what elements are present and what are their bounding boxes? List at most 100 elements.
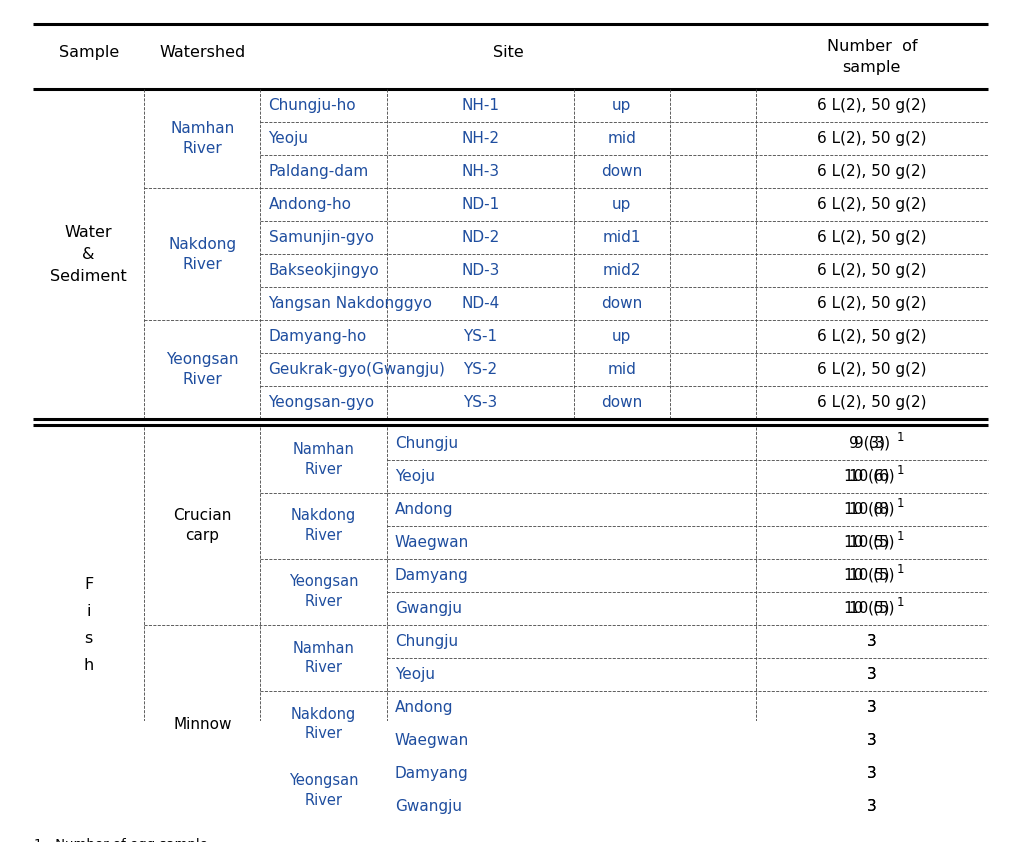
Text: Nakdong
River: Nakdong River (291, 706, 357, 742)
Text: Yeongsan
River: Yeongsan River (289, 574, 359, 610)
Text: Chungju-ho: Chungju-ho (268, 98, 357, 113)
Text: 10 (5): 10 (5) (849, 568, 894, 583)
Text: Number  of
sample: Number of sample (826, 39, 917, 75)
Text: NH-3: NH-3 (461, 164, 499, 179)
Text: 3: 3 (867, 733, 877, 748)
Text: Andong-ho: Andong-ho (268, 197, 352, 212)
Text: up: up (612, 329, 631, 344)
Text: Waegwan: Waegwan (395, 535, 469, 550)
Text: Minnow: Minnow (173, 717, 232, 732)
Text: 10 (8): 10 (8) (849, 502, 894, 517)
Text: 3: 3 (867, 799, 877, 814)
Text: 1: 1 (897, 464, 904, 477)
Text: Water
&
Sediment: Water & Sediment (50, 225, 127, 284)
Text: 6 L(2), 50 g(2): 6 L(2), 50 g(2) (817, 264, 927, 278)
Text: Namhan
River: Namhan River (293, 442, 355, 477)
Text: 6 L(2), 50 g(2): 6 L(2), 50 g(2) (817, 296, 927, 312)
Text: ND-3: ND-3 (461, 264, 500, 278)
Text: 3: 3 (867, 766, 877, 781)
Text: Namhan
River: Namhan River (171, 121, 235, 156)
Text: Namhan
River: Namhan River (293, 641, 355, 675)
Text: 3: 3 (867, 634, 877, 649)
Text: Paldang-dam: Paldang-dam (268, 164, 369, 179)
Text: Yeoju: Yeoju (395, 469, 435, 483)
Text: down: down (601, 396, 642, 410)
Text: Damyang: Damyang (395, 568, 468, 583)
Text: F
i
s
h: F i s h (83, 577, 93, 673)
Text: 10 (5): 10 (5) (844, 568, 889, 583)
Text: mid2: mid2 (602, 264, 641, 278)
Text: 9 (3): 9 (3) (853, 435, 890, 450)
Text: Samunjin-gyo: Samunjin-gyo (268, 230, 374, 245)
Text: 6 L(2), 50 g(2): 6 L(2), 50 g(2) (817, 329, 927, 344)
Text: 6 L(2), 50 g(2): 6 L(2), 50 g(2) (817, 98, 927, 113)
Text: 3: 3 (867, 700, 877, 715)
Text: NH-1: NH-1 (461, 98, 499, 113)
Text: Waegwan: Waegwan (395, 733, 469, 748)
Text: 6 L(2), 50 g(2): 6 L(2), 50 g(2) (817, 131, 927, 146)
Text: Andong: Andong (395, 700, 453, 715)
Text: Gwangju: Gwangju (395, 601, 462, 616)
Text: Chungju: Chungju (395, 634, 458, 649)
Text: Number of egg sample: Number of egg sample (51, 839, 208, 842)
Text: Yangsan Nakdonggyo: Yangsan Nakdonggyo (268, 296, 433, 312)
Text: 10 (5): 10 (5) (849, 535, 894, 550)
Text: 10 (5): 10 (5) (844, 601, 889, 616)
Text: up: up (612, 98, 631, 113)
Text: 3: 3 (867, 634, 877, 649)
Text: 1: 1 (897, 497, 904, 510)
Text: Sample: Sample (59, 45, 119, 60)
Text: ND-1: ND-1 (461, 197, 499, 212)
Text: Yeongsan
River: Yeongsan River (289, 773, 359, 807)
Text: 3: 3 (867, 733, 877, 748)
Text: Nakdong
River: Nakdong River (291, 509, 357, 543)
Text: 3: 3 (867, 667, 877, 682)
Text: 10 (5): 10 (5) (849, 601, 894, 616)
Text: mid: mid (608, 131, 636, 146)
Text: 1: 1 (897, 431, 904, 444)
Text: Geukrak-gyo(Gwangju): Geukrak-gyo(Gwangju) (268, 362, 445, 377)
Text: 1: 1 (34, 839, 42, 842)
Text: 10 (8): 10 (8) (844, 502, 889, 517)
Text: 6 L(2), 50 g(2): 6 L(2), 50 g(2) (817, 197, 927, 212)
Text: up: up (612, 197, 631, 212)
Text: 9 (3): 9 (3) (848, 435, 885, 450)
Text: down: down (601, 164, 642, 179)
Text: 3: 3 (867, 766, 877, 781)
Text: YS-1: YS-1 (463, 329, 497, 344)
Text: Bakseokjingyo: Bakseokjingyo (268, 264, 379, 278)
Text: 6 L(2), 50 g(2): 6 L(2), 50 g(2) (817, 164, 927, 179)
Text: ND-2: ND-2 (461, 230, 499, 245)
Text: 6 L(2), 50 g(2): 6 L(2), 50 g(2) (817, 230, 927, 245)
Text: 10 (6): 10 (6) (844, 469, 890, 483)
Text: mid1: mid1 (602, 230, 641, 245)
Text: 3: 3 (867, 700, 877, 715)
Text: mid: mid (608, 362, 636, 377)
Text: Nakdong
River: Nakdong River (169, 237, 237, 272)
Text: NH-2: NH-2 (461, 131, 499, 146)
Text: 6 L(2), 50 g(2): 6 L(2), 50 g(2) (817, 362, 927, 377)
Text: Gwangju: Gwangju (395, 799, 462, 814)
Text: 10 (6): 10 (6) (849, 469, 894, 483)
Text: Yeongsan
River: Yeongsan River (166, 353, 239, 387)
Text: 1: 1 (897, 530, 904, 543)
Text: YS-3: YS-3 (463, 396, 498, 410)
Text: 3: 3 (867, 667, 877, 682)
Text: Andong: Andong (395, 502, 453, 517)
Text: 10 (5): 10 (5) (844, 535, 889, 550)
Text: Yeoju: Yeoju (395, 667, 435, 682)
Text: Chungju: Chungju (395, 435, 458, 450)
Text: Yeongsan-gyo: Yeongsan-gyo (268, 396, 375, 410)
Text: Damyang: Damyang (395, 766, 468, 781)
Text: Site: Site (493, 45, 523, 60)
Text: ND-4: ND-4 (461, 296, 499, 312)
Text: Damyang-ho: Damyang-ho (268, 329, 367, 344)
Text: 1: 1 (897, 596, 904, 609)
Text: Yeoju: Yeoju (268, 131, 309, 146)
Text: 3: 3 (867, 799, 877, 814)
Text: 1: 1 (897, 563, 904, 576)
Text: Watershed: Watershed (160, 45, 246, 60)
Text: down: down (601, 296, 642, 312)
Text: Crucian
carp: Crucian carp (173, 509, 232, 543)
Text: YS-2: YS-2 (463, 362, 497, 377)
